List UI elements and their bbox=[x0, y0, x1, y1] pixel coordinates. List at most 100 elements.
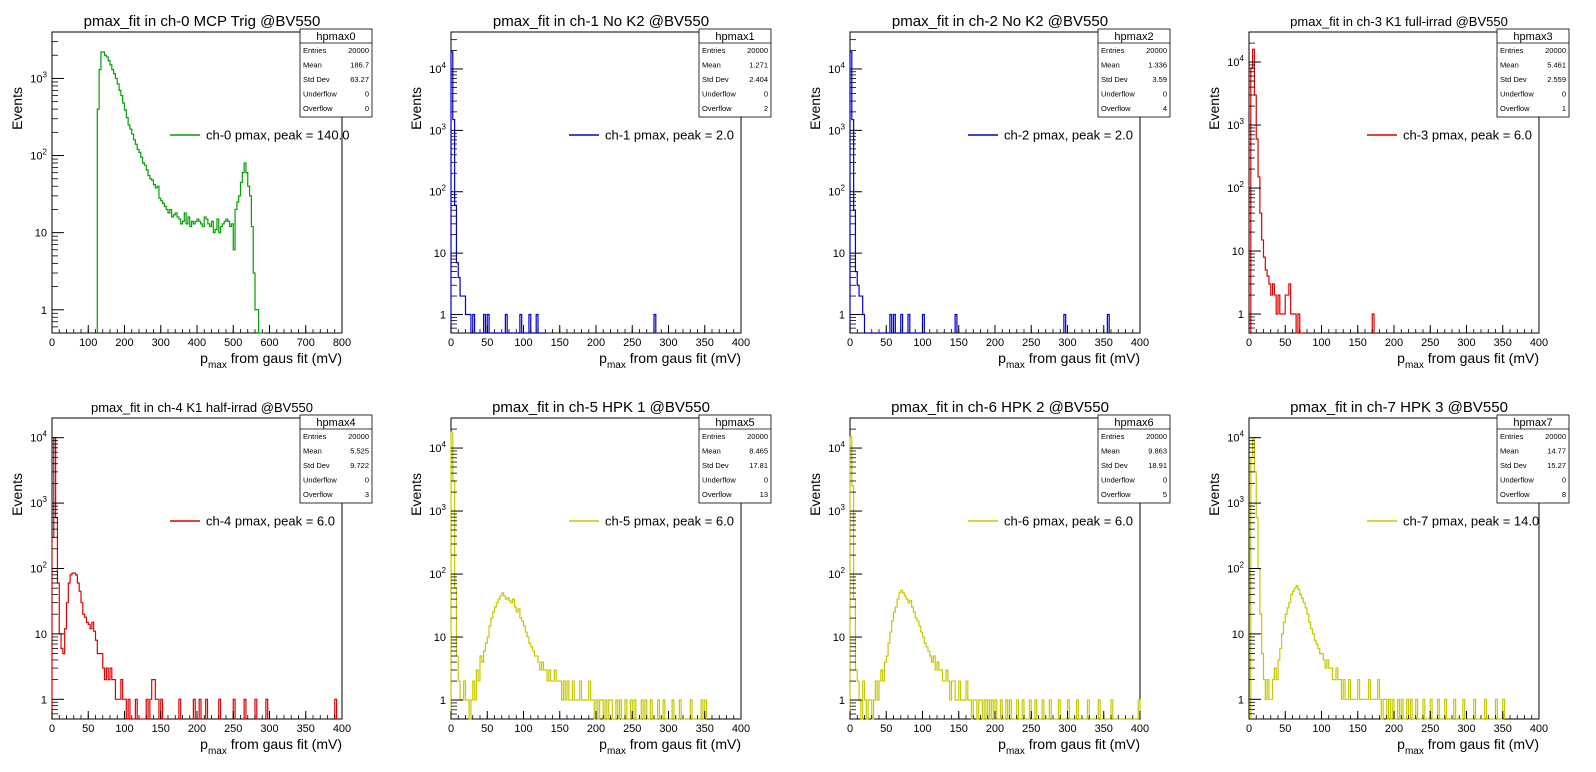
stats-value: 0 bbox=[365, 104, 369, 113]
stats-value: 20000 bbox=[1146, 46, 1167, 55]
stats-value: 13 bbox=[760, 490, 768, 499]
stats-label: Std Dev bbox=[1101, 75, 1128, 84]
x-tick-label: 250 bbox=[1022, 337, 1040, 349]
x-axis-label: pmax from gaus fit (mV) bbox=[1397, 736, 1539, 757]
x-tick-label: 50 bbox=[880, 723, 892, 735]
stats-box-frame bbox=[1097, 414, 1171, 504]
x-tick-label: 300 bbox=[152, 337, 170, 349]
histogram-panel-3: pmax_fit in ch-3 K1 full-irrad @BV550 0 50… bbox=[1206, 14, 1570, 371]
histogram-line bbox=[1249, 437, 1506, 720]
stats-value: 17.81 bbox=[749, 461, 768, 470]
x-axis-label: pmax from gaus fit (mV) bbox=[1397, 350, 1539, 371]
x-label-subscript: max bbox=[1006, 746, 1025, 757]
stats-label: Entries bbox=[1101, 46, 1125, 55]
x-tick-label: 300 bbox=[659, 337, 677, 349]
x-tick-label: 0 bbox=[847, 723, 853, 735]
histogram-outlier-bin bbox=[1371, 313, 1375, 333]
x-tick-label: 0 bbox=[49, 723, 55, 735]
x-tick-label: 100 bbox=[1312, 337, 1330, 349]
y-axis-label: Events bbox=[807, 473, 823, 516]
y-tick-label: 104 bbox=[828, 61, 845, 76]
stats-label: Mean bbox=[702, 447, 721, 456]
stats-box: hpmax0 Entries 20000 Mean 186.7 Std Dev 63.27 U… bbox=[299, 28, 373, 118]
x-label-subscript: max bbox=[607, 360, 626, 371]
x-label-main: p bbox=[200, 350, 208, 366]
histogram-outlier-bin bbox=[265, 698, 269, 719]
stats-box: hpmax6 Entries 20000 Mean 9.863 Std Dev 18.91 U… bbox=[1097, 414, 1171, 504]
stats-value: 9.863 bbox=[1148, 447, 1167, 456]
legend: ch-1 pmax, peak = 2.0 bbox=[569, 128, 734, 143]
x-label-subscript: max bbox=[1405, 746, 1424, 757]
histogram-outlier-bin bbox=[1063, 313, 1067, 333]
stats-value: 2 bbox=[764, 104, 768, 113]
y-tick-label: 1 bbox=[41, 694, 47, 706]
stats-label: Underflow bbox=[303, 476, 337, 485]
x-tick-label: 700 bbox=[297, 337, 315, 349]
stats-label: Std Dev bbox=[303, 75, 330, 84]
x-tick-label: 300 bbox=[1058, 723, 1076, 735]
y-tick-label: 102 bbox=[429, 184, 446, 199]
stats-box-frame bbox=[299, 414, 373, 504]
x-label-rest: from gaus fit (mV) bbox=[227, 736, 342, 752]
stats-hist-name: hpmax4 bbox=[316, 417, 355, 429]
stats-value: 20000 bbox=[348, 46, 369, 55]
stats-value: 1.336 bbox=[1148, 61, 1167, 70]
x-tick-label: 0 bbox=[1246, 337, 1252, 349]
x-tick-label: 200 bbox=[587, 723, 605, 735]
legend-label: ch-4 pmax, peak = 6.0 bbox=[206, 514, 335, 529]
histogram-outlier-bin bbox=[954, 313, 958, 333]
x-axis-label: pmax from gaus fit (mV) bbox=[599, 350, 741, 371]
y-tick-label: 1 bbox=[440, 695, 446, 707]
x-tick-label: 0 bbox=[448, 723, 454, 735]
x-label-rest: from gaus fit (mV) bbox=[1424, 736, 1539, 752]
legend-label: ch-6 pmax, peak = 6.0 bbox=[1004, 514, 1133, 529]
y-tick-label: 1 bbox=[41, 305, 47, 317]
x-label-main: p bbox=[599, 736, 607, 752]
legend: ch-6 pmax, peak = 6.0 bbox=[968, 514, 1133, 529]
stats-value: 18.91 bbox=[1148, 461, 1167, 470]
x-label-rest: from gaus fit (mV) bbox=[227, 350, 342, 366]
stats-label: Entries bbox=[1500, 46, 1524, 55]
x-axis-label: pmax from gaus fit (mV) bbox=[998, 736, 1140, 757]
histogram-outlier-bin bbox=[198, 698, 202, 719]
stats-value: 0 bbox=[764, 476, 768, 485]
y-tick-label: 103 bbox=[828, 122, 845, 137]
y-tick-label: 10 bbox=[1232, 246, 1244, 258]
y-tick-label: 10 bbox=[1232, 629, 1244, 641]
x-axis-label: pmax from gaus fit (mV) bbox=[998, 350, 1140, 371]
x-label-subscript: max bbox=[607, 746, 626, 757]
stats-value: 9.722 bbox=[350, 461, 369, 470]
x-tick-label: 350 bbox=[1494, 723, 1512, 735]
y-tick-label: 10 bbox=[833, 248, 845, 260]
stats-box: hpmax2 Entries 20000 Mean 1.336 Std Dev 3.59 Un… bbox=[1097, 28, 1171, 118]
y-axis-label: Events bbox=[408, 473, 424, 516]
y-tick-label: 10 bbox=[833, 632, 845, 644]
x-label-subscript: max bbox=[208, 360, 227, 371]
x-tick-label: 800 bbox=[333, 337, 351, 349]
x-label-subscript: max bbox=[1006, 360, 1025, 371]
x-tick-label: 300 bbox=[1457, 337, 1475, 349]
chart-title: pmax_fit in ch-7 HPK 3 @BV550 bbox=[1290, 399, 1508, 416]
stats-label: Overflow bbox=[303, 490, 333, 499]
y-axis-label: Events bbox=[408, 87, 424, 130]
x-tick-label: 150 bbox=[1349, 723, 1367, 735]
stats-value: 5 bbox=[1163, 490, 1167, 499]
y-axis-label: Events bbox=[1206, 87, 1222, 130]
stats-label: Mean bbox=[702, 61, 721, 70]
x-label-rest: from gaus fit (mV) bbox=[626, 350, 741, 366]
stats-label: Overflow bbox=[1101, 104, 1131, 113]
stats-hist-name: hpmax5 bbox=[715, 417, 754, 429]
y-tick-label: 103 bbox=[828, 503, 845, 518]
x-tick-label: 200 bbox=[188, 723, 206, 735]
chart-title: pmax_fit in ch-2 No K2 @BV550 bbox=[892, 13, 1108, 30]
y-tick-label: 102 bbox=[429, 566, 446, 581]
stats-label: Std Dev bbox=[1500, 75, 1527, 84]
y-tick-label: 10 bbox=[35, 629, 47, 641]
histogram-panel-4: pmax_fit in ch-4 K1 half-irrad @BV550 0 50… bbox=[9, 400, 373, 757]
plot-frame bbox=[450, 417, 742, 720]
histogram-line bbox=[1249, 48, 1306, 334]
x-label-rest: from gaus fit (mV) bbox=[1025, 736, 1140, 752]
x-tick-label: 250 bbox=[1421, 337, 1439, 349]
y-tick-label: 102 bbox=[1227, 561, 1244, 576]
